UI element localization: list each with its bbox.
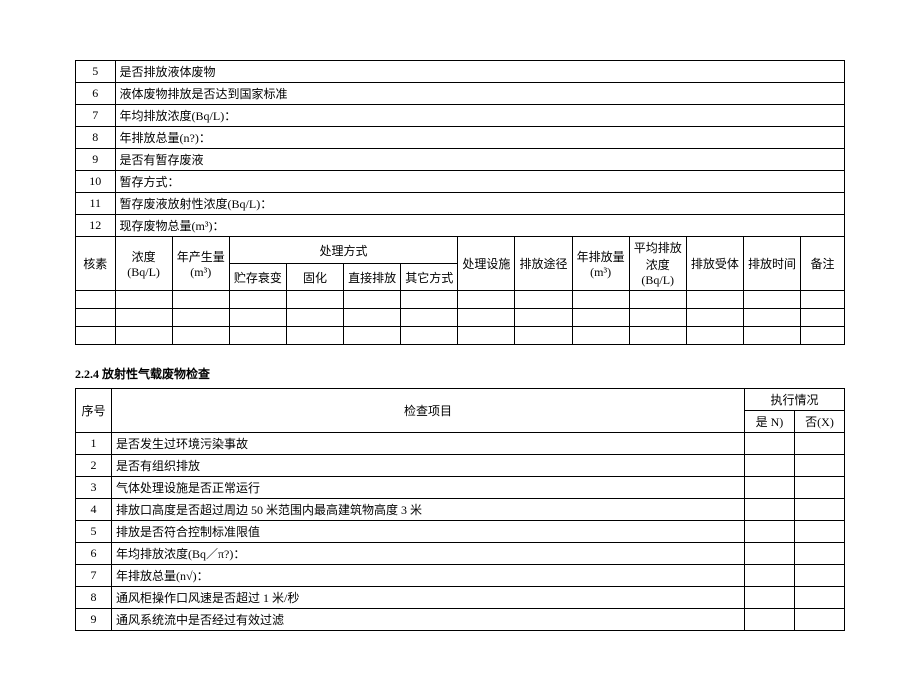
row-num: 10 [76, 171, 116, 193]
row-item: 暂存方式： [115, 171, 844, 193]
exec-yes-cell[interactable] [744, 455, 794, 477]
col-nuclide: 核素 [76, 237, 116, 291]
row-item: 是否有暂存废液 [115, 149, 844, 171]
exec-no-cell[interactable] [794, 587, 844, 609]
exec-yes-cell[interactable] [744, 609, 794, 631]
col-discharge-time: 排放时间 [743, 237, 800, 291]
row-item: 暂存废液放射性浓度(Bq/L)： [115, 193, 844, 215]
table-row: 2 是否有组织排放 [76, 455, 845, 477]
exec-yes-cell[interactable] [744, 565, 794, 587]
col-solidification: 固化 [286, 264, 343, 291]
row-item: 通风柜操作口风速是否超过 1 米/秒 [112, 587, 745, 609]
row-num: 4 [76, 499, 112, 521]
table-row: 5 排放是否符合控制标准限值 [76, 521, 845, 543]
exec-no-cell[interactable] [794, 609, 844, 631]
data-row [76, 327, 845, 345]
table-row: 1 是否发生过环境污染事故 [76, 433, 845, 455]
col-annual-discharge: 年排放量(m³) [572, 237, 629, 291]
col-annual-production: 年产生量(m³) [172, 237, 229, 291]
row-num: 12 [76, 215, 116, 237]
header-row: 序号 检查项目 执行情况 [76, 389, 845, 411]
table-row: 7 年排放总量(n√)： [76, 565, 845, 587]
row-item: 是否发生过环境污染事故 [112, 433, 745, 455]
data-row [76, 309, 845, 327]
gas-waste-table: 序号 检查项目 执行情况 是 N) 否(X) 1 是否发生过环境污染事故 2 是… [75, 388, 845, 631]
table-row: 12 现存废物总量(m³)： [76, 215, 845, 237]
table-row: 10 暂存方式： [76, 171, 845, 193]
row-num: 9 [76, 149, 116, 171]
table-row: 3 气体处理设施是否正常运行 [76, 477, 845, 499]
table-row: 7 年均排放浓度(Bq/L)： [76, 105, 845, 127]
row-item: 排放口高度是否超过周边 50 米范围内最高建筑物高度 3 米 [112, 499, 745, 521]
exec-no-cell[interactable] [794, 477, 844, 499]
row-num: 5 [76, 61, 116, 83]
table-row: 6 液体废物排放是否达到国家标准 [76, 83, 845, 105]
row-num: 3 [76, 477, 112, 499]
table-row: 8 年排放总量(n?)： [76, 127, 845, 149]
row-item: 年排放总量(n?)： [115, 127, 844, 149]
col-no: 否(X) [794, 411, 844, 433]
row-num: 6 [76, 543, 112, 565]
row-item: 年排放总量(n√)： [112, 565, 745, 587]
table-row: 9 是否有暂存废液 [76, 149, 845, 171]
col-treatment-facility: 处理设施 [458, 237, 515, 291]
row-item: 液体废物排放是否达到国家标准 [115, 83, 844, 105]
exec-no-cell[interactable] [794, 543, 844, 565]
data-row [76, 291, 845, 309]
row-item: 排放是否符合控制标准限值 [112, 521, 745, 543]
col-item: 检查项目 [112, 389, 745, 433]
row-item: 年均排放浓度(Bq/L)： [115, 105, 844, 127]
table-row: 5 是否排放液体废物 [76, 61, 845, 83]
section-224-title: 2.2.4 放射性气载废物检查 [75, 365, 845, 382]
col-yes: 是 N) [744, 411, 794, 433]
col-discharge-route: 排放途径 [515, 237, 572, 291]
table-row: 4 排放口高度是否超过周边 50 米范围内最高建筑物高度 3 米 [76, 499, 845, 521]
col-storage-decay: 贮存衰变 [229, 264, 286, 291]
exec-no-cell[interactable] [794, 433, 844, 455]
exec-yes-cell[interactable] [744, 543, 794, 565]
liquid-waste-table: 5 是否排放液体废物 6 液体废物排放是否达到国家标准 7 年均排放浓度(Bq/… [75, 60, 845, 345]
row-num: 11 [76, 193, 116, 215]
table-row: 8 通风柜操作口风速是否超过 1 米/秒 [76, 587, 845, 609]
col-avg-discharge-conc: 平均排放浓度(Bq/L) [629, 237, 686, 291]
exec-no-cell[interactable] [794, 565, 844, 587]
row-num: 2 [76, 455, 112, 477]
col-exec: 执行情况 [744, 389, 844, 411]
row-num: 7 [76, 105, 116, 127]
table-row: 9 通风系统流中是否经过有效过滤 [76, 609, 845, 631]
row-item: 是否排放液体废物 [115, 61, 844, 83]
row-num: 1 [76, 433, 112, 455]
exec-yes-cell[interactable] [744, 587, 794, 609]
exec-yes-cell[interactable] [744, 477, 794, 499]
row-num: 7 [76, 565, 112, 587]
row-item: 现存废物总量(m³)： [115, 215, 844, 237]
table-row: 6 年均排放浓度(Bq／π?)： [76, 543, 845, 565]
row-num: 6 [76, 83, 116, 105]
row-num: 5 [76, 521, 112, 543]
exec-yes-cell[interactable] [744, 499, 794, 521]
row-num: 8 [76, 127, 116, 149]
row-item: 通风系统流中是否经过有效过滤 [112, 609, 745, 631]
table-row: 11 暂存废液放射性浓度(Bq/L)： [76, 193, 845, 215]
subheader-row: 核素 浓度(Bq/L) 年产生量(m³) 处理方式 处理设施 排放途径 年排放量… [76, 237, 845, 264]
exec-yes-cell[interactable] [744, 433, 794, 455]
col-direct-discharge: 直接排放 [344, 264, 401, 291]
row-num: 8 [76, 587, 112, 609]
exec-no-cell[interactable] [794, 521, 844, 543]
exec-no-cell[interactable] [794, 455, 844, 477]
col-discharge-receptor: 排放受体 [686, 237, 743, 291]
row-item: 气体处理设施是否正常运行 [112, 477, 745, 499]
row-num: 9 [76, 609, 112, 631]
row-item: 是否有组织排放 [112, 455, 745, 477]
col-treatment-method: 处理方式 [229, 237, 458, 264]
row-item: 年均排放浓度(Bq／π?)： [112, 543, 745, 565]
col-other-method: 其它方式 [401, 264, 458, 291]
col-num: 序号 [76, 389, 112, 433]
exec-yes-cell[interactable] [744, 521, 794, 543]
col-remarks: 备注 [801, 237, 845, 291]
exec-no-cell[interactable] [794, 499, 844, 521]
col-concentration: 浓度(Bq/L) [115, 237, 172, 291]
